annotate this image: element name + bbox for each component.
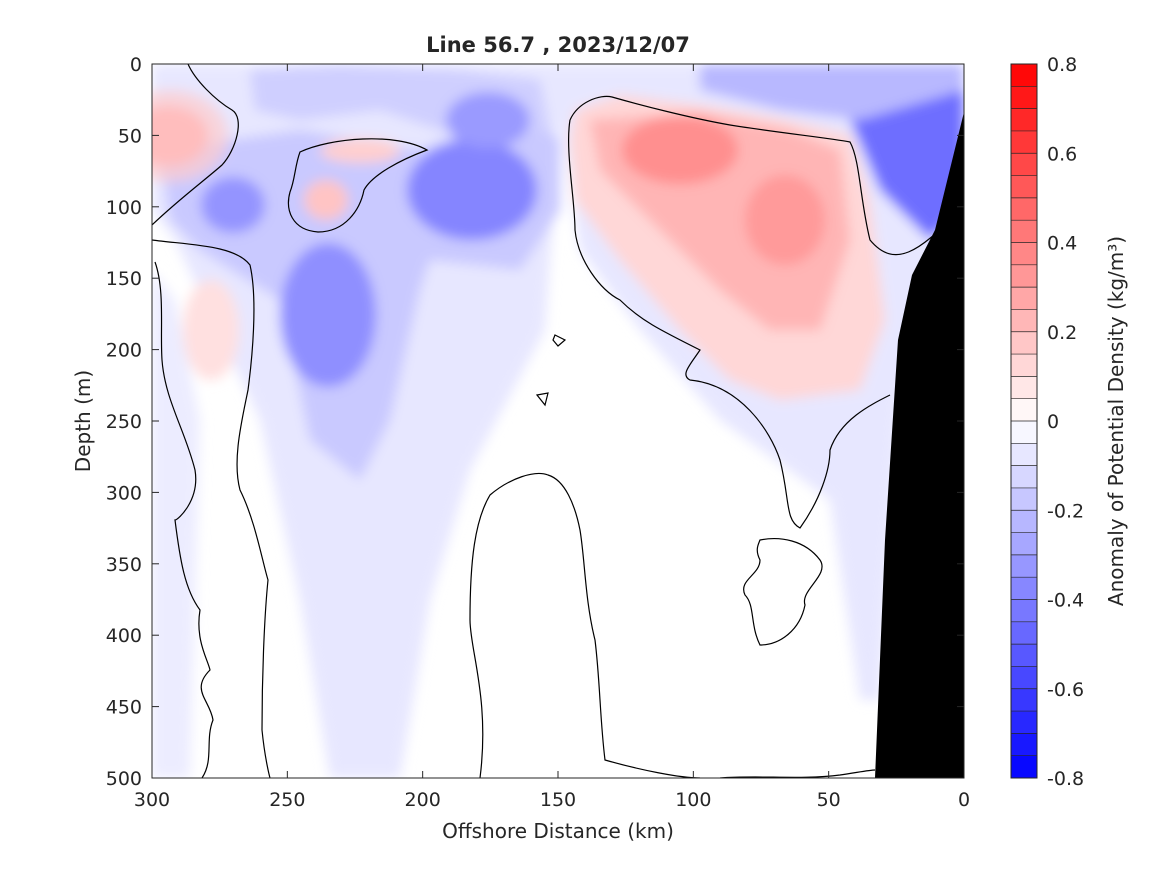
colorbar-tick-label: 0 xyxy=(1047,411,1059,433)
y-tick-label: 400 xyxy=(106,625,142,647)
zero-contour-shelf-lower xyxy=(568,119,891,529)
zero-contour-offshore-left xyxy=(152,239,271,778)
colorbar-segment xyxy=(1011,376,1037,399)
pos-core-235-95 xyxy=(304,180,348,220)
colorbar-label: Anomaly of Potential Density (kg/m³) xyxy=(1104,236,1128,606)
x-axis-label: Offshore Distance (km) xyxy=(442,819,674,843)
colorbar-segment xyxy=(1011,287,1037,310)
y-tick-label: 500 xyxy=(106,768,142,790)
neg-core-nearshore xyxy=(850,80,964,240)
zero-contour-mid-dome xyxy=(469,472,701,778)
zero-contour-speck-1 xyxy=(552,334,567,347)
colorbar-segment xyxy=(1011,153,1037,176)
zero-contour-eddy-350 xyxy=(743,538,823,646)
colorbar-segment xyxy=(1011,64,1037,87)
x-axis-ticks: 300 250 200 150 100 50 0 xyxy=(134,64,970,811)
colorbar-segment xyxy=(1011,510,1037,533)
colorbar xyxy=(1010,63,1038,779)
colorbar-segment xyxy=(1011,220,1037,243)
colorbar-segment xyxy=(1011,688,1037,712)
y-tick-label: 0 xyxy=(130,54,142,76)
colorbar-tick-label: -0.2 xyxy=(1047,500,1084,522)
y-tick-label: 250 xyxy=(106,411,142,433)
neg-core-270-100 xyxy=(201,177,265,233)
colorbar-segment xyxy=(1011,242,1037,266)
y-tick-label: 300 xyxy=(106,482,142,504)
colorbar-segment xyxy=(1011,398,1037,422)
colorbar-segment xyxy=(1011,487,1037,511)
colorbar-segment xyxy=(1011,621,1037,645)
colorbar-tick-label: 0.4 xyxy=(1047,233,1077,255)
colorbar-segment xyxy=(1011,577,1037,600)
colorbar-tick-label: -0.4 xyxy=(1047,590,1084,612)
colorbar-segment xyxy=(1011,666,1037,690)
colorbar-tick-label: 0.2 xyxy=(1047,322,1077,344)
neg-band-nearshore-top xyxy=(700,64,964,120)
pos-halo-offshore-50 xyxy=(152,90,228,182)
neg-core-235-175 xyxy=(280,243,376,387)
colorbar-segment xyxy=(1011,554,1037,578)
colorbar-ticks: 0.8 0.6 0.4 0.2 0 -0.2 -0.4 -0.6 -0.8 xyxy=(1047,54,1084,790)
x-tick-label: 50 xyxy=(817,789,841,811)
zero-contours xyxy=(152,64,956,778)
colorbar-segment xyxy=(1011,733,1037,756)
x-tick-label: 200 xyxy=(405,789,441,811)
y-tick-label: 350 xyxy=(106,554,142,576)
colorbar-tick-label: -0.8 xyxy=(1047,768,1084,790)
colorbar-frame xyxy=(1010,63,1038,779)
colorbar-segment xyxy=(1011,755,1037,779)
zero-contour-shelf xyxy=(569,95,956,256)
y-tick-label: 150 xyxy=(106,268,142,290)
x-tick-label: 100 xyxy=(675,789,711,811)
y-tick-label: 50 xyxy=(118,125,142,147)
colorbar-segment xyxy=(1011,354,1037,377)
colorbar-segment xyxy=(1011,197,1037,221)
y-tick-label: 100 xyxy=(106,197,142,219)
x-tick-label: 150 xyxy=(540,789,576,811)
pos-core-100-60 xyxy=(622,116,738,184)
colorbar-segment xyxy=(1011,175,1037,199)
y-tick-label: 200 xyxy=(106,340,142,362)
colorbar-segment xyxy=(1011,711,1037,734)
y-tick-label: 450 xyxy=(106,697,142,719)
anomaly-fill-layer xyxy=(152,64,964,778)
colorbar-segment xyxy=(1011,130,1037,154)
colorbar-segment xyxy=(1011,532,1037,556)
neg-core-175-40 xyxy=(446,92,530,148)
zero-contour-offshore-top xyxy=(152,64,239,226)
neg-core-180-80 xyxy=(407,140,537,240)
x-tick-label: 0 xyxy=(958,789,970,811)
pos-core-65-110 xyxy=(745,175,825,265)
land-mask xyxy=(875,112,964,778)
pos-core-275-190 xyxy=(183,280,239,380)
y-axis-label: Depth (m) xyxy=(71,370,95,472)
colorbar-tick-label: -0.6 xyxy=(1047,679,1084,701)
pos-core-220-60 xyxy=(320,139,400,163)
colorbar-segment xyxy=(1011,599,1037,623)
x-tick-label: 300 xyxy=(134,789,170,811)
zero-contour-far-left xyxy=(154,261,214,778)
colorbar-segment xyxy=(1011,443,1037,466)
colorbar-segment xyxy=(1011,465,1037,489)
colorbar-tick-label: 0.8 xyxy=(1047,54,1077,76)
y-axis-ticks: 0 50 100 150 200 250 300 350 400 450 500 xyxy=(106,54,964,790)
colorbar-segment xyxy=(1011,264,1037,288)
colorbar-segment xyxy=(1011,331,1037,355)
colorbar-segment xyxy=(1011,108,1037,132)
zero-contour-closed-220 xyxy=(287,138,429,233)
colorbar-tick-label: 0.6 xyxy=(1047,143,1077,165)
colorbar-segment xyxy=(1011,644,1037,667)
colorbar-segment xyxy=(1011,309,1037,333)
colorbar-segment xyxy=(1011,421,1037,444)
zero-contour-speck-2 xyxy=(535,392,549,407)
x-tick-label: 250 xyxy=(269,789,305,811)
chart-title: Line 56.7 , 2023/12/07 xyxy=(426,33,690,57)
colorbar-segment xyxy=(1011,86,1037,109)
zero-contour-bottom-right xyxy=(719,769,876,778)
